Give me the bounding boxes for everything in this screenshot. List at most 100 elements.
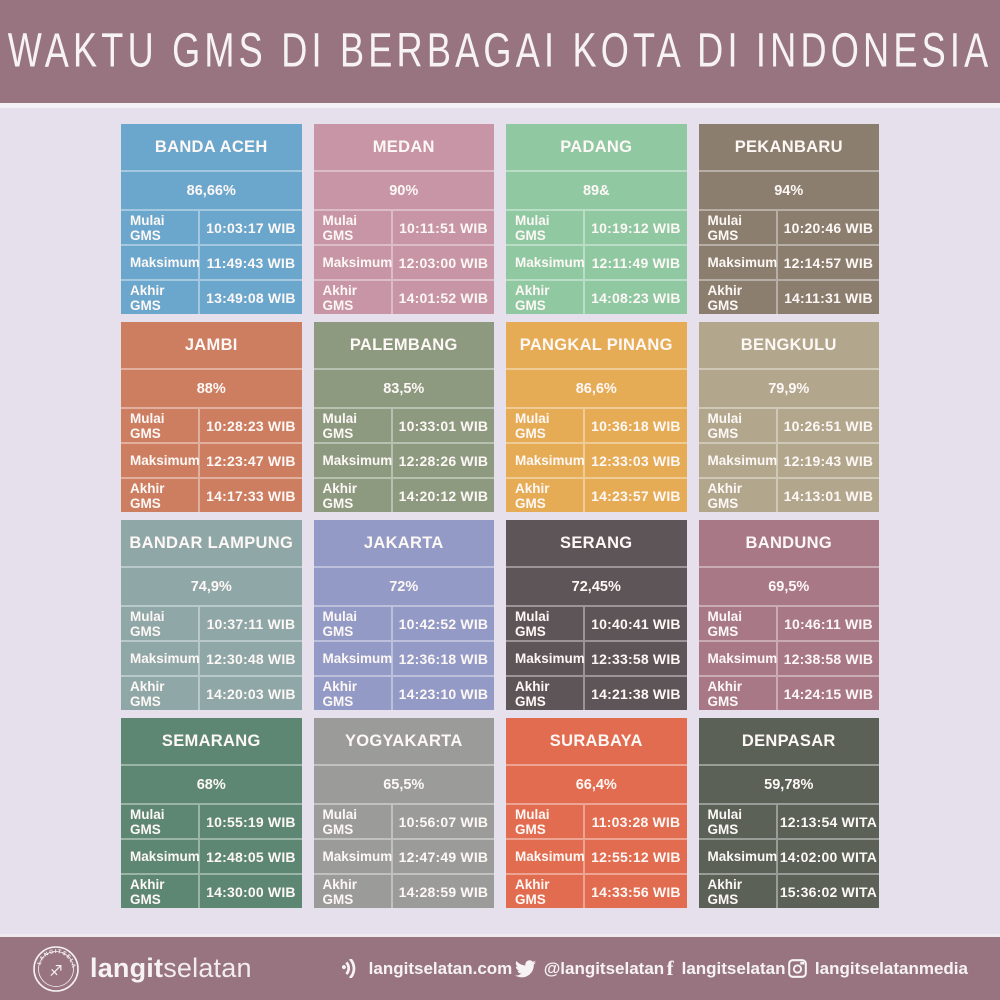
label-mulai-gms: Mulai GMS xyxy=(314,805,393,838)
label-akhir-gms: Akhir GMS xyxy=(506,875,586,908)
row-mulai-gms: Mulai GMS 10:11:51 WIB xyxy=(313,211,494,246)
obscuration-percentage: 83,5% xyxy=(313,370,494,409)
facebook-text: langitselatan xyxy=(681,958,786,978)
website-item: langitselatan.com xyxy=(341,958,513,979)
row-akhir-gms: Akhir GMS 14:30:00 WIB xyxy=(121,875,302,908)
value-mulai-gms: 10:46:11 WIB xyxy=(784,615,873,632)
label-mulai-gms: Mulai GMS xyxy=(699,805,778,838)
value-akhir-gms: 14:23:10 WIB xyxy=(398,685,489,702)
row-akhir-gms: Akhir GMS 14:33:56 WIB xyxy=(506,875,687,908)
value-mulai-gms: 12:13:54 WITA xyxy=(779,813,878,830)
value-akhir-gms: 14:28:59 WIB xyxy=(398,883,489,900)
value-mulai-gms: 10:36:18 WIB xyxy=(591,417,681,434)
instagram-item: langitselatanmedia xyxy=(788,959,968,979)
value-maksimum: 12:36:18 WIB xyxy=(398,650,489,667)
label-akhir-gms: Akhir GMS xyxy=(314,281,393,314)
value-maksimum: 12:33:58 WIB xyxy=(591,650,681,667)
instagram-text: langitselatanmedia xyxy=(814,958,968,978)
row-akhir-gms: Akhir GMS 14:13:01 WIB xyxy=(699,479,880,512)
city-card: JAMBI 88% Mulai GMS 10:28:23 WIB Maksimu… xyxy=(121,322,302,512)
label-maksimum: Maksimum xyxy=(506,840,586,873)
label-maksimum: Maksimum xyxy=(121,444,201,477)
value-mulai-gms: 10:19:12 WIB xyxy=(591,219,681,236)
row-maksimum: Maksimum 12:47:49 WIB xyxy=(313,840,494,875)
label-maksimum: Maksimum xyxy=(506,444,586,477)
label-mulai-gms: Mulai GMS xyxy=(121,607,201,640)
row-maksimum: Maksimum 12:33:58 WIB xyxy=(506,642,687,677)
row-maksimum: Maksimum 12:38:58 WIB xyxy=(698,642,879,677)
label-akhir-gms: Akhir GMS xyxy=(506,677,586,710)
label-maksimum: Maksimum xyxy=(699,642,778,675)
row-maksimum: Maksimum 12:48:05 WIB xyxy=(121,840,302,875)
row-mulai-gms: Mulai GMS 10:37:11 WIB xyxy=(121,607,302,642)
city-card-grid: BANDA ACEH 86,66% Mulai GMS 10:03:17 WIB… xyxy=(121,124,879,908)
row-maksimum: Maksimum 12:11:49 WIB xyxy=(506,246,687,281)
brand-wordmark-light: selatan xyxy=(163,953,252,983)
row-akhir-gms: Akhir GMS 14:20:03 WIB xyxy=(121,677,302,710)
label-akhir-gms: Akhir GMS xyxy=(314,479,393,512)
value-maksimum: 12:30:48 WIB xyxy=(206,650,296,667)
label-akhir-gms: Akhir GMS xyxy=(121,479,201,512)
city-name: JAMBI xyxy=(121,322,302,370)
website-text: langitselatan.com xyxy=(368,958,513,978)
row-akhir-gms: Akhir GMS 14:20:12 WIB xyxy=(314,479,495,512)
value-akhir-gms: 14:17:33 WIB xyxy=(206,487,296,504)
city-card: BANDUNG 69,5% Mulai GMS 10:46:11 WIB Mak… xyxy=(698,520,879,710)
value-maksimum: 12:38:58 WIB xyxy=(783,650,874,667)
row-akhir-gms: Akhir GMS 14:17:33 WIB xyxy=(121,479,302,512)
label-maksimum: Maksimum xyxy=(506,246,586,279)
city-name: PANGKAL PINANG xyxy=(506,322,687,370)
label-maksimum: Maksimum xyxy=(314,444,393,477)
value-maksimum: 12:47:49 WIB xyxy=(398,848,489,865)
row-mulai-gms: Mulai GMS 10:20:46 WIB xyxy=(698,211,879,246)
page-title: WAKTU GMS DI BERBAGAI KOTA DI INDONESIA xyxy=(7,24,993,78)
label-maksimum: Maksimum xyxy=(699,840,778,873)
obscuration-percentage: 68% xyxy=(121,766,302,805)
city-card: SURABAYA 66,4% Mulai GMS 11:03:28 WIB Ma… xyxy=(506,718,687,908)
value-akhir-gms: 14:20:12 WIB xyxy=(398,487,489,504)
row-akhir-gms: Akhir GMS 14:23:10 WIB xyxy=(314,677,495,710)
row-maksimum: Maksimum 14:02:00 WITA xyxy=(698,840,879,875)
value-akhir-gms: 14:24:15 WIB xyxy=(783,685,874,702)
label-mulai-gms: Mulai GMS xyxy=(506,805,586,838)
row-akhir-gms: Akhir GMS 14:21:38 WIB xyxy=(506,677,687,710)
value-mulai-gms: 10:26:51 WIB xyxy=(783,417,874,434)
value-mulai-gms: 10:55:19 WIB xyxy=(206,813,296,830)
value-maksimum: 12:28:26 WIB xyxy=(398,452,489,469)
langitselatan-logo-icon: LANGITSELATAN ♐ xyxy=(32,945,79,992)
city-name: SERANG xyxy=(506,520,687,568)
value-akhir-gms: 13:49:08 WIB xyxy=(206,289,296,306)
label-akhir-gms: Akhir GMS xyxy=(314,875,393,908)
social-links: langitselatan.com @langitselatan f langi… xyxy=(341,958,968,979)
label-maksimum: Maksimum xyxy=(121,642,201,675)
row-mulai-gms: Mulai GMS 10:55:19 WIB xyxy=(121,805,302,840)
brand-wordmark-bold: langit xyxy=(90,953,164,983)
row-maksimum: Maksimum 12:14:57 WIB xyxy=(698,246,879,281)
city-card: JAKARTA 72% Mulai GMS 10:42:52 WIB Maksi… xyxy=(313,520,495,710)
value-mulai-gms: 10:11:51 WIB xyxy=(399,219,488,236)
twitter-item: @langitselatan xyxy=(514,959,664,979)
label-mulai-gms: Mulai GMS xyxy=(506,607,586,640)
row-mulai-gms: Mulai GMS 10:19:12 WIB xyxy=(506,211,687,246)
label-mulai-gms: Mulai GMS xyxy=(314,409,393,442)
city-name: JAKARTA xyxy=(313,520,494,568)
value-maksimum: 12:03:00 WIB xyxy=(398,254,489,271)
twitter-icon xyxy=(514,959,536,977)
label-maksimum: Maksimum xyxy=(699,246,778,279)
value-maksimum: 12:11:49 WIB xyxy=(591,254,681,271)
label-akhir-gms: Akhir GMS xyxy=(506,281,586,314)
row-mulai-gms: Mulai GMS 10:36:18 WIB xyxy=(506,409,687,444)
city-card: SEMARANG 68% Mulai GMS 10:55:19 WIB Maks… xyxy=(121,718,302,908)
value-mulai-gms: 10:28:23 WIB xyxy=(206,417,296,434)
facebook-item: f langitselatan xyxy=(667,958,786,979)
row-mulai-gms: Mulai GMS 12:13:54 WITA xyxy=(698,805,879,840)
value-mulai-gms: 10:42:52 WIB xyxy=(398,615,489,632)
value-mulai-gms: 10:56:07 WIB xyxy=(398,813,489,830)
value-maksimum: 12:48:05 WIB xyxy=(206,848,296,865)
city-card: PALEMBANG 83,5% Mulai GMS 10:33:01 WIB M… xyxy=(313,322,495,512)
city-name: SEMARANG xyxy=(121,718,302,766)
label-akhir-gms: Akhir GMS xyxy=(699,677,778,710)
obscuration-percentage: 86,6% xyxy=(506,370,687,409)
row-akhir-gms: Akhir GMS 14:08:23 WIB xyxy=(506,281,687,314)
city-name: BENGKULU xyxy=(698,322,879,370)
